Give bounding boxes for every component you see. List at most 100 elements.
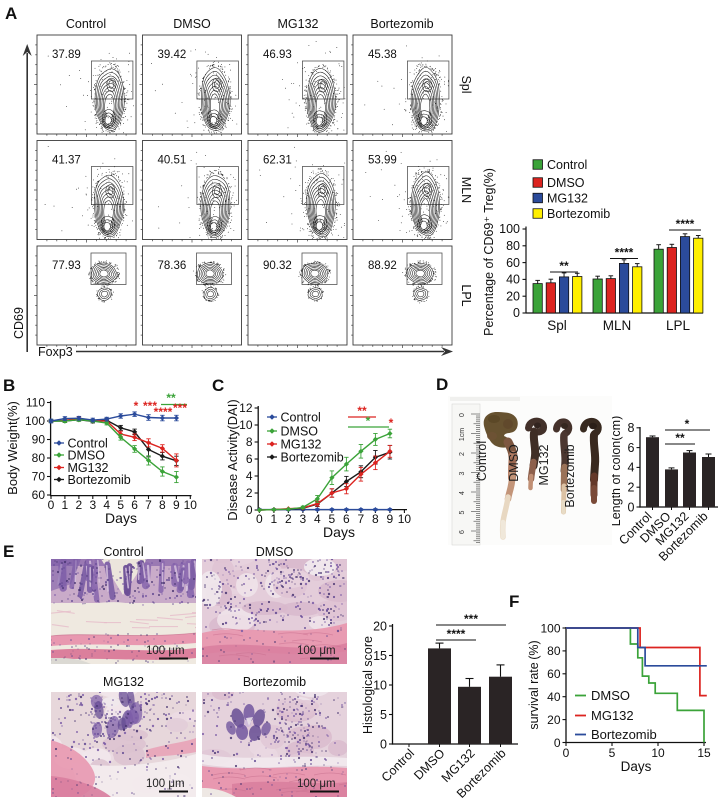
svg-text:Body Weight(%): Body Weight(%) — [5, 401, 20, 495]
svg-text:0: 0 — [459, 413, 466, 417]
svg-text:10: 10 — [651, 746, 665, 760]
svg-text:Control: Control — [281, 410, 321, 424]
svg-text:40: 40 — [547, 690, 561, 704]
svg-text:8: 8 — [246, 435, 253, 449]
svg-text:Control: Control — [547, 158, 587, 172]
svg-text:**: ** — [357, 404, 367, 418]
svg-text:2: 2 — [246, 486, 253, 500]
svg-text:100 μm: 100 μm — [146, 778, 185, 790]
svg-text:*: * — [134, 399, 139, 413]
svg-text:DMSO: DMSO — [591, 688, 630, 703]
svg-text:9: 9 — [387, 512, 394, 526]
svg-text:60: 60 — [547, 667, 561, 681]
svg-text:20: 20 — [506, 289, 520, 303]
svg-text:**: ** — [675, 431, 685, 445]
svg-text:80: 80 — [32, 451, 46, 465]
svg-text:0: 0 — [380, 737, 387, 751]
svg-text:5: 5 — [609, 746, 616, 760]
svg-text:F: F — [509, 592, 519, 611]
svg-text:100: 100 — [540, 621, 560, 635]
svg-text:0: 0 — [554, 736, 561, 750]
svg-text:60: 60 — [506, 256, 520, 270]
svg-text:Disease Activity(DAI): Disease Activity(DAI) — [225, 399, 240, 520]
svg-text:LPL: LPL — [459, 284, 473, 306]
svg-text:*: * — [685, 417, 690, 431]
svg-text:3: 3 — [300, 512, 307, 526]
svg-text:12: 12 — [239, 401, 253, 415]
svg-text:survival rate (%): survival rate (%) — [527, 640, 541, 729]
svg-text:Histological score: Histological score — [361, 636, 375, 734]
svg-text:2: 2 — [76, 498, 83, 512]
svg-text:D: D — [436, 375, 448, 394]
svg-text:Control: Control — [68, 436, 108, 450]
svg-text:45.38: 45.38 — [368, 49, 397, 61]
svg-text:MLN: MLN — [459, 177, 473, 203]
svg-text:70: 70 — [32, 470, 46, 484]
svg-text:53.99: 53.99 — [368, 155, 397, 167]
svg-text:0: 0 — [513, 306, 520, 320]
svg-text:4: 4 — [103, 498, 110, 512]
svg-text:Days: Days — [105, 510, 137, 526]
svg-text:0: 0 — [48, 498, 55, 512]
svg-text:100: 100 — [25, 414, 45, 428]
svg-text:40.51: 40.51 — [158, 155, 187, 167]
svg-text:0: 0 — [628, 500, 635, 514]
svg-text:80: 80 — [547, 644, 561, 658]
svg-text:9: 9 — [173, 498, 180, 512]
svg-text:3: 3 — [89, 498, 96, 512]
svg-text:MLN: MLN — [603, 318, 632, 333]
svg-text:4: 4 — [314, 512, 321, 526]
svg-text:LPL: LPL — [666, 318, 691, 333]
svg-text:A: A — [5, 4, 17, 23]
svg-text:60: 60 — [32, 488, 46, 502]
svg-text:7: 7 — [145, 498, 152, 512]
svg-text:***: *** — [173, 401, 187, 415]
svg-text:46.93: 46.93 — [263, 49, 292, 61]
svg-text:***: *** — [464, 612, 478, 626]
svg-text:62.31: 62.31 — [263, 155, 292, 167]
svg-text:Control: Control — [379, 746, 417, 784]
svg-text:100 μm: 100 μm — [297, 645, 336, 657]
svg-text:Control: Control — [475, 441, 489, 481]
svg-text:Bortezomib: Bortezomib — [547, 207, 610, 221]
svg-text:10: 10 — [184, 498, 198, 512]
svg-text:2: 2 — [459, 452, 466, 456]
svg-text:DMSO: DMSO — [68, 448, 106, 462]
svg-text:MG132: MG132 — [537, 444, 551, 485]
svg-text:1cm: 1cm — [459, 428, 466, 441]
svg-text:Length of colon(cm): Length of colon(cm) — [612, 416, 623, 526]
svg-text:C: C — [212, 376, 224, 395]
svg-text:20: 20 — [373, 619, 387, 633]
svg-text:**: ** — [559, 259, 569, 273]
svg-text:37.89: 37.89 — [52, 49, 81, 61]
svg-text:6: 6 — [343, 512, 350, 526]
svg-text:15: 15 — [697, 746, 711, 760]
svg-text:41.37: 41.37 — [52, 155, 81, 167]
svg-text:90: 90 — [32, 433, 46, 447]
svg-text:6: 6 — [246, 452, 253, 466]
svg-text:4: 4 — [628, 461, 635, 475]
svg-text:CD69: CD69 — [12, 307, 26, 339]
svg-text:Bortezomib: Bortezomib — [370, 17, 433, 31]
svg-text:100: 100 — [499, 222, 520, 236]
svg-text:2: 2 — [285, 512, 292, 526]
svg-text:10: 10 — [398, 512, 412, 526]
svg-text:100 μm: 100 μm — [146, 645, 185, 657]
svg-text:DMSO: DMSO — [281, 424, 319, 438]
svg-text:1: 1 — [62, 498, 69, 512]
svg-text:DMSO: DMSO — [173, 17, 211, 31]
svg-text:4: 4 — [459, 491, 466, 495]
svg-text:10: 10 — [239, 418, 253, 432]
svg-text:****: **** — [615, 246, 634, 260]
svg-text:Spl: Spl — [547, 318, 567, 333]
svg-text:80: 80 — [506, 239, 520, 253]
svg-text:77.93: 77.93 — [52, 260, 81, 272]
svg-text:MG132: MG132 — [68, 461, 109, 475]
svg-text:110: 110 — [26, 396, 45, 410]
svg-text:Days: Days — [621, 759, 652, 774]
svg-text:7: 7 — [358, 512, 365, 526]
svg-text:Control: Control — [66, 17, 106, 31]
svg-text:***: *** — [143, 399, 157, 413]
svg-text:Foxp3: Foxp3 — [38, 345, 73, 359]
svg-text:0: 0 — [563, 746, 570, 760]
